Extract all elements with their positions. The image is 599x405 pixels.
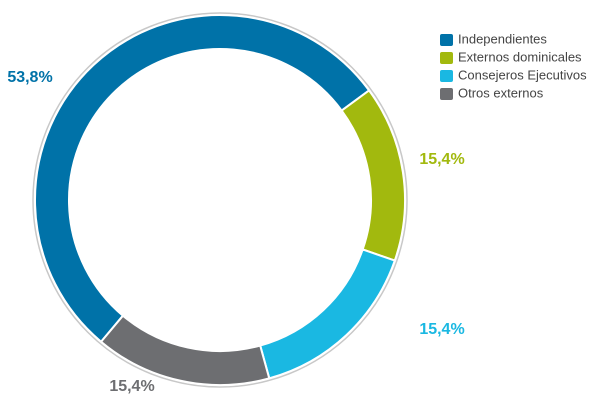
donut-segment xyxy=(34,14,371,344)
legend-label: Independientes xyxy=(458,31,547,46)
legend-label: Otros externos xyxy=(458,85,544,100)
donut-segment xyxy=(99,314,271,386)
legend-swatch xyxy=(440,52,453,64)
value-label: 15,4% xyxy=(419,151,464,168)
legend-label: Externos dominicales xyxy=(458,49,582,64)
donut-segment xyxy=(340,89,406,262)
legend-swatch xyxy=(440,34,453,46)
legend-swatch xyxy=(440,88,453,100)
outer-ring xyxy=(32,12,408,388)
value-label: 53,8% xyxy=(7,69,52,86)
value-label: 15,4% xyxy=(419,321,464,338)
value-label: 15,4% xyxy=(109,378,154,395)
legend-swatch xyxy=(440,70,453,82)
legend-label: Consejeros Ejecutivos xyxy=(458,67,587,82)
donut-segment xyxy=(258,248,397,380)
